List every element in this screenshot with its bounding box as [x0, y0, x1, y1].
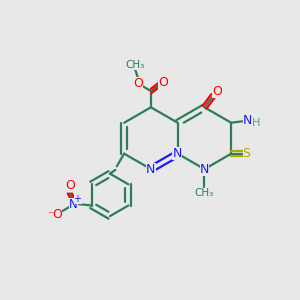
Text: CH₃: CH₃: [195, 188, 214, 198]
Text: O: O: [65, 179, 75, 192]
Text: N: N: [69, 197, 78, 211]
Text: +: +: [74, 194, 82, 204]
Text: O: O: [134, 77, 143, 90]
Text: CH₃: CH₃: [125, 60, 145, 70]
Text: N: N: [172, 147, 182, 160]
Text: O: O: [158, 76, 168, 89]
Text: H: H: [251, 118, 260, 128]
Text: O: O: [212, 85, 222, 98]
Text: ⁻: ⁻: [47, 211, 53, 220]
Text: O: O: [52, 208, 62, 221]
Text: N: N: [146, 163, 156, 176]
Text: S: S: [243, 147, 250, 160]
Text: N: N: [200, 163, 209, 176]
Text: N: N: [243, 114, 252, 127]
